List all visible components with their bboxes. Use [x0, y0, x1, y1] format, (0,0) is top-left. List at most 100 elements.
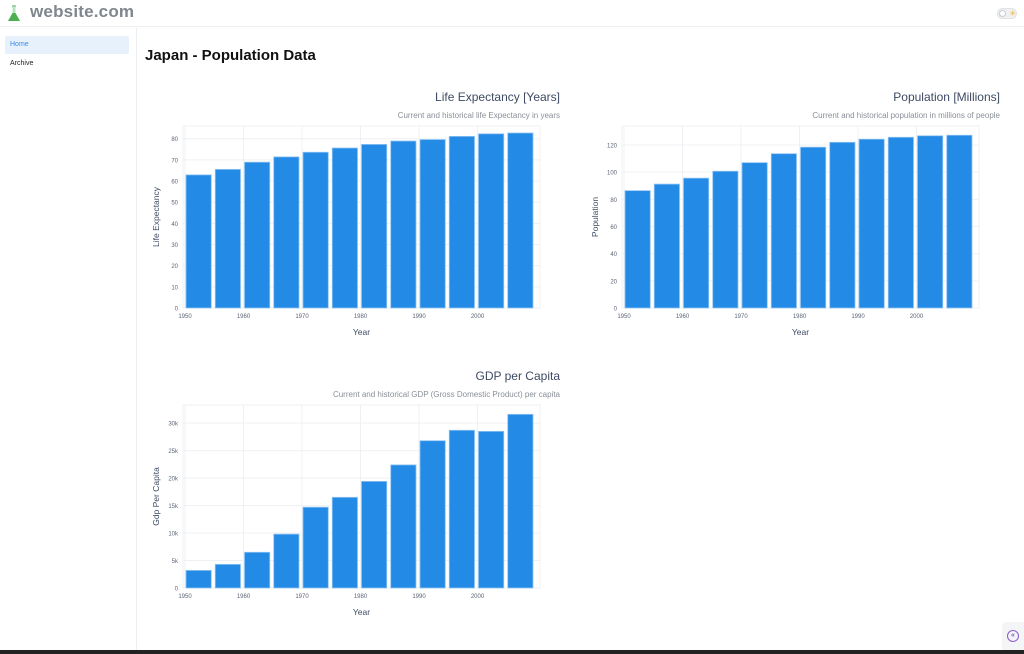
- y-tick-label: 30: [171, 243, 178, 249]
- bar[interactable]: [887, 136, 914, 309]
- population-chart: Population [Millions] Current and histor…: [580, 88, 1000, 348]
- y-tick-label: 0: [175, 307, 179, 313]
- bar[interactable]: [214, 168, 241, 309]
- bar[interactable]: [302, 506, 329, 589]
- bar[interactable]: [185, 570, 212, 589]
- bar[interactable]: [829, 141, 856, 309]
- x-tick-label: 1960: [237, 594, 251, 600]
- chart-subtitle: Current and historical population in mil…: [812, 111, 1000, 120]
- x-tick-label: 1960: [237, 314, 251, 320]
- bar[interactable]: [448, 135, 475, 309]
- flask-icon[interactable]: [7, 4, 21, 22]
- y-tick-label: 20: [171, 264, 178, 270]
- y-tick-label: 10: [171, 285, 178, 291]
- sidebar-item-home[interactable]: Home: [5, 36, 129, 54]
- bar[interactable]: [653, 183, 680, 309]
- y-tick-label: 30k: [168, 422, 179, 428]
- x-tick-label: 2000: [471, 314, 485, 320]
- y-tick-label: 120: [607, 144, 618, 150]
- sidebar-item-archive[interactable]: Archive: [10, 60, 34, 67]
- bar[interactable]: [244, 551, 271, 589]
- bar[interactable]: [858, 138, 885, 309]
- bar[interactable]: [390, 140, 417, 309]
- page-title: Japan - Population Data: [145, 47, 316, 64]
- bar[interactable]: [185, 174, 212, 309]
- bar[interactable]: [214, 563, 241, 589]
- chart-title: GDP per Capita: [475, 369, 561, 383]
- bar[interactable]: [800, 146, 827, 309]
- y-tick-label: 20: [610, 279, 617, 285]
- chart-subtitle: Current and historical life Expectancy i…: [397, 111, 560, 120]
- y-tick-label: 25k: [168, 449, 179, 455]
- y-tick-label: 15k: [168, 504, 179, 510]
- bar[interactable]: [507, 413, 534, 589]
- y-tick-label: 40: [610, 252, 617, 258]
- x-tick-label: 1960: [676, 314, 690, 320]
- bar[interactable]: [331, 496, 358, 589]
- bar[interactable]: [478, 430, 505, 589]
- bottom-bar: [0, 650, 1024, 654]
- x-axis-label: Year: [353, 327, 370, 337]
- y-axis-label: Gdp Per Capita: [151, 467, 161, 526]
- x-tick-label: 1980: [354, 314, 368, 320]
- chart-plot: 0 20 40 60 80 100 120 1950 1960 1970 1980 1990 2000 Y…: [590, 125, 980, 337]
- bar[interactable]: [946, 134, 973, 309]
- y-tick-label: 60: [171, 180, 178, 186]
- bar[interactable]: [478, 133, 505, 309]
- x-axis-label: Year: [353, 607, 370, 617]
- bar[interactable]: [448, 429, 475, 589]
- y-tick-label: 0: [614, 307, 618, 313]
- bar[interactable]: [419, 139, 446, 309]
- y-tick-label: 80: [610, 198, 617, 204]
- main-content: Japan - Population Data: [138, 28, 1024, 650]
- y-tick-label: 40: [171, 222, 178, 228]
- bar[interactable]: [361, 480, 388, 589]
- chevrons-left-icon: «: [1007, 630, 1019, 642]
- y-tick-label: 10k: [168, 532, 179, 538]
- x-tick-label: 1990: [412, 314, 426, 320]
- y-axis-label: Life Expectancy: [151, 186, 161, 247]
- x-tick-label: 1950: [178, 594, 192, 600]
- y-axis-label: Population: [590, 197, 600, 237]
- x-tick-label: 1990: [851, 314, 865, 320]
- y-tick-label: 20k: [168, 477, 179, 483]
- chart-plot: 0 5k 10k 15k 20k 25k 30k 1950 1960 1970 1980 1990 20…: [151, 404, 541, 617]
- bar[interactable]: [390, 464, 417, 589]
- y-tick-label: 80: [171, 137, 178, 143]
- y-tick-label: 50: [171, 201, 178, 207]
- chart-title: Life Expectancy [Years]: [435, 90, 560, 104]
- x-tick-label: 1990: [412, 594, 426, 600]
- bar[interactable]: [770, 153, 797, 309]
- chart-title: Population [Millions]: [893, 90, 1000, 104]
- bar[interactable]: [624, 190, 651, 309]
- bar[interactable]: [244, 161, 271, 309]
- collapse-panel-button[interactable]: «: [1002, 622, 1024, 650]
- y-tick-label: 70: [171, 158, 178, 164]
- x-tick-label: 1950: [617, 314, 631, 320]
- y-tick-label: 60: [610, 225, 617, 231]
- life-expectancy-chart: Life Expectancy [Years] Current and hist…: [140, 88, 560, 348]
- bar[interactable]: [683, 177, 710, 309]
- bar[interactable]: [302, 151, 329, 309]
- site-name[interactable]: website.com: [30, 2, 135, 21]
- x-tick-label: 1950: [178, 314, 192, 320]
- y-tick-label: 0: [175, 587, 179, 593]
- sidebar: Home Archive: [0, 28, 137, 650]
- x-tick-label: 1980: [793, 314, 807, 320]
- bar[interactable]: [712, 170, 739, 309]
- bar[interactable]: [917, 135, 944, 309]
- y-tick-label: 100: [607, 171, 618, 177]
- x-tick-label: 1970: [734, 314, 748, 320]
- bar[interactable]: [273, 156, 300, 309]
- bar[interactable]: [361, 144, 388, 309]
- x-tick-label: 1970: [295, 594, 309, 600]
- sun-icon: ☀: [1009, 9, 1017, 18]
- bar[interactable]: [507, 132, 534, 309]
- y-tick-label: 5k: [172, 559, 179, 565]
- bar[interactable]: [419, 440, 446, 589]
- bar[interactable]: [273, 533, 300, 589]
- gdp-per-capita-chart: GDP per Capita Current and historical GD…: [140, 367, 560, 627]
- bar[interactable]: [741, 162, 768, 309]
- theme-toggle[interactable]: ☀: [997, 8, 1017, 19]
- bar[interactable]: [331, 147, 358, 309]
